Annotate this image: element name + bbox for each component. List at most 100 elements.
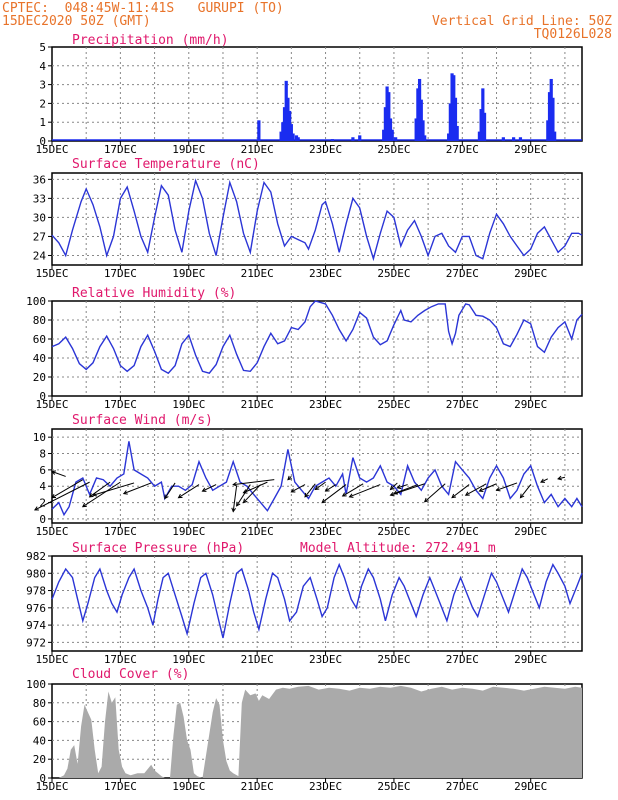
wind-arrow	[393, 484, 419, 495]
x-tick-label: 15DEC	[35, 653, 68, 666]
wind-arrow	[202, 484, 217, 492]
x-tick-label: 15DEC	[35, 398, 68, 411]
panel-title: Cloud Cover (%)	[72, 667, 189, 682]
y-tick-label: 2	[39, 97, 46, 110]
wind-arrow	[123, 482, 152, 495]
precip-bar	[291, 133, 295, 141]
y-tick-label: 0	[39, 772, 46, 785]
y-tick-label: 0	[39, 135, 46, 148]
precip-bar	[296, 137, 300, 141]
panel-frame-1	[51, 172, 583, 266]
precip-bar	[553, 131, 557, 141]
y-tick-label: 40	[33, 734, 46, 747]
wind-arrowhead	[92, 492, 98, 497]
wind-arrow	[304, 483, 316, 498]
series-line	[51, 562, 583, 639]
y-tick-label: 60	[33, 716, 46, 729]
wind-arrowhead	[164, 494, 169, 500]
x-tick-label: 25DEC	[377, 398, 410, 411]
precip-bar	[453, 97, 458, 141]
wind-arrowhead	[540, 478, 545, 483]
wind-arrow	[236, 484, 251, 507]
wind-arrow	[390, 482, 398, 490]
y-tick-label: 30	[33, 211, 46, 224]
wind-arrow	[424, 483, 446, 503]
precip-bar	[257, 120, 261, 141]
wind-arrowhead	[201, 487, 207, 492]
panel-frame-4	[51, 555, 583, 652]
precip-bar	[546, 120, 550, 141]
y-tick-label: 978	[26, 585, 46, 598]
wind-arrow	[314, 481, 326, 490]
x-tick-label: 15DEC	[35, 143, 68, 156]
x-tick-label: 25DEC	[377, 267, 410, 280]
wind-arrowhead	[122, 490, 128, 495]
x-tick-label: 17DEC	[104, 525, 137, 538]
y-tick-label: 4	[39, 60, 46, 73]
wind-arrow	[82, 481, 121, 508]
x-tick-label: 23DEC	[309, 143, 342, 156]
wind-arrow	[51, 479, 84, 499]
wind-arrowhead	[451, 493, 457, 499]
y-tick-label: 40	[33, 352, 46, 365]
x-tick-label: 29DEC	[514, 780, 547, 793]
wind-arrow	[291, 484, 306, 493]
y-tick-label: 33	[33, 192, 46, 205]
wind-arrowhead	[557, 475, 563, 481]
precip-bar	[452, 75, 456, 141]
wind-arrow	[349, 484, 381, 498]
x-tick-label: 19DEC	[172, 398, 205, 411]
precip-bar	[382, 129, 386, 141]
precip-bar	[390, 129, 394, 141]
precip-bar	[284, 80, 288, 141]
wind-arrowhead	[389, 491, 395, 497]
panel-frame-3	[51, 428, 583, 524]
panel-title: Relative Humidity (%)	[72, 286, 236, 301]
wind-arrow	[92, 482, 135, 496]
x-tick-label: 29DEC	[514, 653, 547, 666]
station-header: CPTEC: 048:45W-11:41S GURUPI (TO)	[2, 1, 284, 16]
wind-arrow	[34, 481, 90, 511]
wind-arrow	[243, 481, 268, 494]
x-tick-label: 23DEC	[309, 398, 342, 411]
wind-arrowhead	[519, 493, 525, 499]
y-tick-label: 24	[33, 249, 47, 262]
precip-bar	[388, 118, 393, 141]
precip-bar	[549, 78, 553, 141]
y-tick-label: 6	[39, 464, 46, 477]
precip-bar	[417, 78, 422, 141]
precip-bar	[518, 137, 523, 141]
x-tick-label: 15DEC	[35, 780, 68, 793]
wind-arrowhead	[287, 475, 292, 481]
x-tick-label: 17DEC	[104, 398, 137, 411]
x-tick-label: 21DEC	[241, 398, 274, 411]
wind-arrow	[342, 483, 364, 497]
wind-arrowhead	[324, 487, 330, 492]
precip-bar	[282, 107, 287, 141]
x-tick-label: 25DEC	[377, 143, 410, 156]
wind-arrow	[479, 483, 497, 492]
wind-arrowhead	[495, 486, 501, 492]
wind-arrow	[520, 484, 532, 498]
precip-bar	[281, 122, 285, 141]
precip-bar	[383, 107, 387, 141]
wind-arrowhead	[348, 493, 354, 498]
wind-arrow	[89, 481, 111, 498]
precip-bar	[289, 124, 293, 141]
wind-arrow	[397, 484, 408, 489]
precip-bar	[414, 118, 418, 141]
y-tick-label: 20	[33, 371, 46, 384]
precip-bar	[447, 133, 451, 141]
x-tick-label: 25DEC	[377, 780, 410, 793]
precip-bar	[294, 135, 299, 141]
wind-arrow	[321, 484, 347, 503]
x-tick-label: 27DEC	[446, 398, 479, 411]
x-tick-label: 19DEC	[172, 143, 205, 156]
wind-arrowhead	[231, 507, 236, 513]
wind-arrow	[557, 476, 566, 480]
y-tick-label: 10	[33, 431, 46, 444]
y-tick-label: 27	[33, 230, 46, 243]
x-tick-label: 17DEC	[104, 267, 137, 280]
wind-arrowhead	[478, 487, 484, 492]
x-tick-label: 23DEC	[309, 267, 342, 280]
